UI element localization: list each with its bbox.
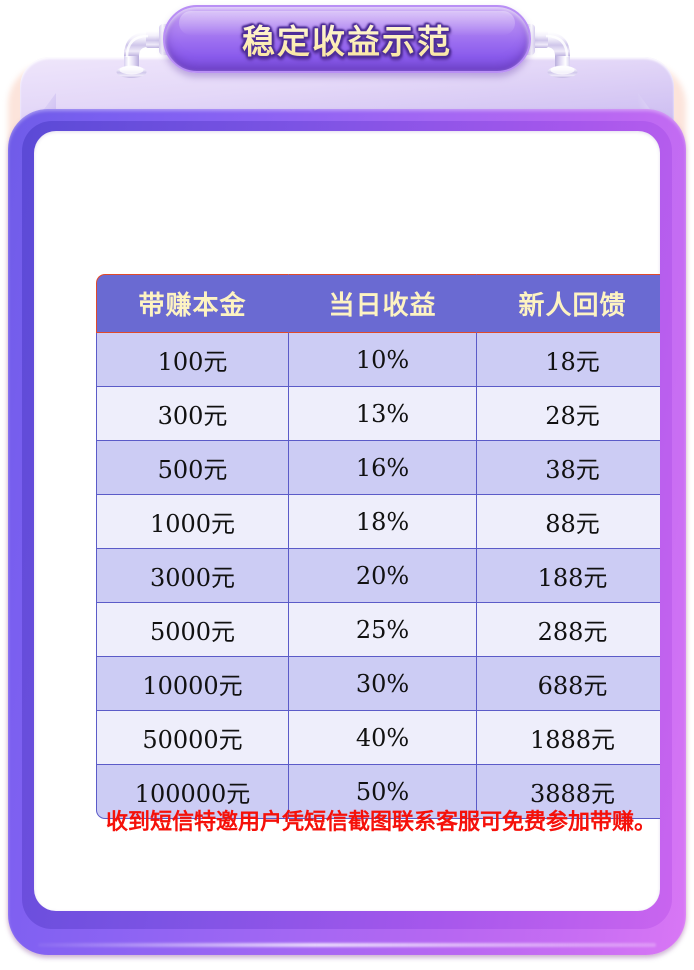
cell-daily-yield: 20% — [289, 549, 477, 603]
table-row: 10000元 30% 688元 — [96, 657, 660, 711]
cell-newcomer-bonus: 188元 — [477, 549, 660, 603]
cell-newcomer-bonus: 88元 — [477, 495, 660, 549]
board-frame: 带赚本金 当日收益 新人回馈 100元 10% 18元 300元 13% 28元 — [8, 109, 686, 955]
cell-principal: 50000元 — [96, 711, 289, 765]
cell-principal: 500元 — [96, 441, 289, 495]
cell-principal: 100元 — [96, 333, 289, 387]
cell-newcomer-bonus: 38元 — [477, 441, 660, 495]
cell-daily-yield: 30% — [289, 657, 477, 711]
column-header-principal: 带赚本金 — [96, 274, 289, 333]
cell-principal: 3000元 — [96, 549, 289, 603]
cell-newcomer-bonus: 1888元 — [477, 711, 660, 765]
cell-principal: 1000元 — [96, 495, 289, 549]
cell-daily-yield: 13% — [289, 387, 477, 441]
column-header-newcomer-bonus: 新人回馈 — [477, 274, 660, 333]
table-row: 100000元 50% 3888元 — [96, 765, 660, 819]
cell-daily-yield: 18% — [289, 495, 477, 549]
cell-daily-yield: 40% — [289, 711, 477, 765]
cell-newcomer-bonus: 28元 — [477, 387, 660, 441]
table-header-row: 带赚本金 当日收益 新人回馈 — [96, 274, 660, 333]
footer-note: 收到短信特邀用户凭短信截图联系客服可免费参加带赚。 — [105, 810, 656, 835]
cell-daily-yield: 16% — [289, 441, 477, 495]
page-title: 稳定收益示范 — [163, 5, 531, 73]
cell-newcomer-bonus: 3888元 — [477, 765, 660, 819]
table-row: 300元 13% 28元 — [96, 387, 660, 441]
table-row: 100元 10% 18元 — [96, 333, 660, 387]
table-row: 3000元 20% 188元 — [96, 549, 660, 603]
cell-daily-yield: 10% — [289, 333, 477, 387]
cell-principal: 5000元 — [96, 603, 289, 657]
cell-newcomer-bonus: 288元 — [477, 603, 660, 657]
cell-principal: 300元 — [96, 387, 289, 441]
table-row: 1000元 18% 88元 — [96, 495, 660, 549]
cell-newcomer-bonus: 688元 — [477, 657, 660, 711]
table-row: 50000元 40% 1888元 — [96, 711, 660, 765]
board-bottom-highlight — [38, 943, 656, 947]
title-pill-gloss — [179, 11, 515, 35]
title-pill — [163, 5, 531, 73]
table-row: 500元 16% 38元 — [96, 441, 660, 495]
cell-principal: 10000元 — [96, 657, 289, 711]
promo-board: 带赚本金 当日收益 新人回馈 100元 10% 18元 300元 13% 28元 — [8, 57, 686, 957]
cell-newcomer-bonus: 18元 — [477, 333, 660, 387]
cell-principal: 100000元 — [96, 765, 289, 819]
column-header-daily-yield: 当日收益 — [289, 274, 477, 333]
title-badge: 稳定收益示范 — [163, 5, 531, 73]
board-face: 带赚本金 当日收益 新人回馈 100元 10% 18元 300元 13% 28元 — [34, 131, 660, 911]
table-row: 5000元 25% 288元 — [96, 603, 660, 657]
cell-daily-yield: 25% — [289, 603, 477, 657]
rate-table: 带赚本金 当日收益 新人回馈 100元 10% 18元 300元 13% 28元 — [96, 274, 660, 819]
cell-daily-yield: 50% — [289, 765, 477, 819]
